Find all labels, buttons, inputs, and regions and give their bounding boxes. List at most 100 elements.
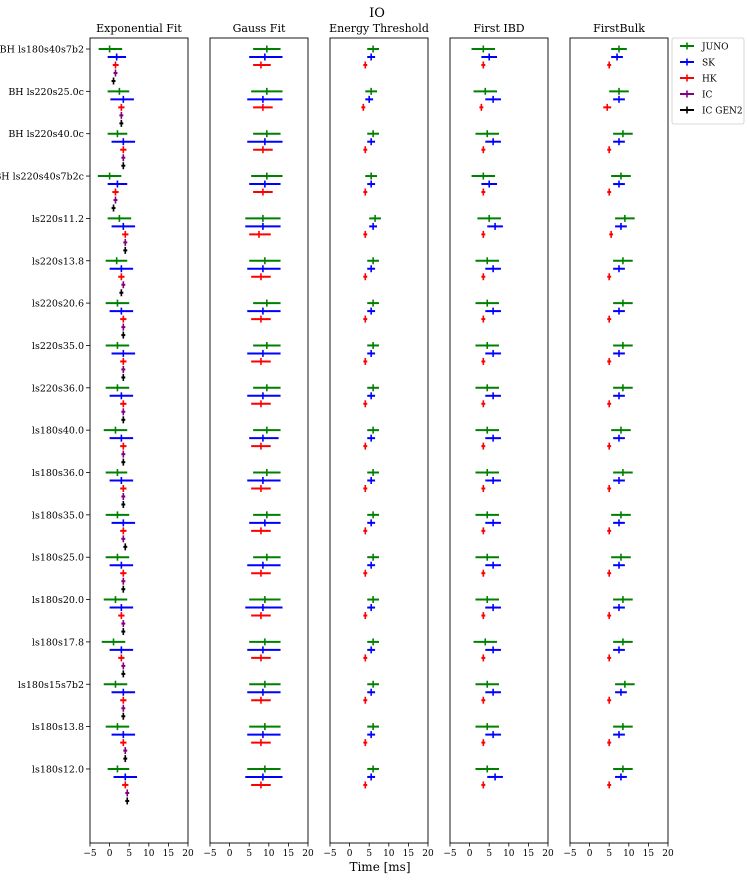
errorbar-hk <box>251 739 271 747</box>
errorbar-sk <box>367 604 376 612</box>
errorbar-hk <box>253 146 273 154</box>
errorbar-hk <box>607 357 612 365</box>
y-tick-label: ls180s13.8 <box>32 722 84 733</box>
errorbar-hk <box>363 146 368 154</box>
errorbar-hk <box>479 103 484 111</box>
y-tick-label: BH ls220s40.0c <box>8 129 84 140</box>
errorbar-hk <box>607 442 612 450</box>
errorbar-hk <box>251 569 271 577</box>
errorbar-juno <box>249 257 281 265</box>
errorbar-ic-gen2 <box>123 246 128 254</box>
errorbar-sk <box>247 731 281 739</box>
figure-title: IO <box>369 6 385 21</box>
x-tick-label: 15 <box>643 849 655 859</box>
errorbar-ic <box>121 577 126 585</box>
errorbar-hk <box>118 654 125 662</box>
errorbar-sk <box>245 773 283 781</box>
errorbar-juno <box>365 172 378 180</box>
errorbar-sk <box>367 138 376 146</box>
errorbar-ic <box>121 620 126 628</box>
errorbar-sk <box>487 773 503 781</box>
errorbar-hk <box>363 612 368 620</box>
errorbar-hk <box>251 400 271 408</box>
errorbar-juno <box>367 596 379 604</box>
errorbar-hk <box>481 230 486 238</box>
errorbar-sk <box>481 53 498 61</box>
errorbar-juno <box>253 553 281 561</box>
errorbar-juno <box>253 341 281 349</box>
errorbar-hk <box>363 485 368 492</box>
errorbar-hk <box>607 654 612 662</box>
errorbar-sk <box>247 477 281 484</box>
errorbar-hk <box>122 230 129 238</box>
x-tick-label: 0 <box>467 849 473 859</box>
errorbar-hk <box>481 739 486 747</box>
errorbar-hk <box>481 696 486 704</box>
errorbar-sk <box>367 773 376 781</box>
errorbar-sk <box>247 95 283 103</box>
errorbar-sk <box>109 307 134 315</box>
errorbar-ic-gen2 <box>121 331 126 339</box>
errorbar-juno <box>613 765 633 773</box>
x-tick-label: 0 <box>227 849 233 859</box>
errorbar-hk <box>481 400 486 408</box>
errorbar-hk <box>607 612 612 620</box>
errorbar-sk <box>367 265 376 273</box>
errorbar-juno <box>253 45 281 53</box>
errorbar-hk <box>607 273 612 281</box>
x-tick-label: 10 <box>503 849 515 859</box>
errorbar-juno <box>475 596 499 604</box>
errorbar-ic-gen2 <box>119 119 124 127</box>
errorbar-juno <box>367 553 379 561</box>
errorbar-juno <box>367 638 379 646</box>
errorbar-juno <box>473 638 498 646</box>
x-axis-label: Time [ms] <box>349 860 410 874</box>
errorbar-sk <box>485 95 501 103</box>
errorbar-juno <box>365 87 378 95</box>
errorbar-sk <box>613 604 625 612</box>
errorbar-ic <box>121 493 126 500</box>
errorbar-juno <box>475 341 499 349</box>
errorbar-juno <box>471 172 496 180</box>
x-tick-label: 5 <box>486 849 492 859</box>
legend-item-ic: IC <box>680 90 713 101</box>
y-tick-label: ls180s20.0 <box>32 595 84 606</box>
errorbar-hk <box>120 400 127 408</box>
errorbar-ic-gen2 <box>121 585 126 593</box>
errorbar-sk <box>249 519 281 527</box>
errorbar-juno <box>367 765 379 773</box>
errorbar-sk <box>111 222 136 230</box>
errorbar-juno <box>367 680 379 688</box>
legend-label: HK <box>702 75 717 85</box>
errorbar-hk <box>363 400 368 408</box>
y-tick-label: ls220s20.6 <box>32 299 84 310</box>
panel-first-ibd: First IBD −5 0 5 10 15 20 <box>443 22 554 859</box>
errorbar-juno <box>251 172 283 180</box>
errorbar-sk <box>485 477 501 484</box>
errorbar-sk <box>613 95 625 103</box>
errorbar-hk <box>363 315 368 323</box>
errorbar-sk <box>247 392 281 400</box>
x-tick-label: 0 <box>347 849 353 859</box>
errorbar-sk <box>247 265 281 273</box>
errorbar-juno <box>105 511 130 519</box>
errorbar-sk <box>247 561 281 569</box>
x-tick-label: 10 <box>623 849 635 859</box>
errorbar-sk <box>615 688 627 696</box>
errorbar-sk <box>485 349 501 357</box>
errorbar-hk <box>607 400 612 408</box>
errorbar-sk <box>485 688 501 696</box>
errorbar-hk <box>120 696 127 704</box>
errorbar-ic <box>121 535 126 543</box>
errorbar-sk <box>615 773 627 781</box>
panel-title: Exponential Fit <box>96 22 182 35</box>
errorbar-sk <box>367 349 376 357</box>
errorbar-hk <box>120 739 127 747</box>
errorbar-sk <box>110 95 134 103</box>
panel-frame <box>569 37 669 844</box>
errorbar-hk <box>112 188 119 196</box>
errorbar-hk <box>363 230 368 238</box>
errorbar-juno <box>475 384 499 392</box>
y-tick-label: ls180s40.0 <box>32 426 84 437</box>
errorbar-juno <box>253 384 281 392</box>
